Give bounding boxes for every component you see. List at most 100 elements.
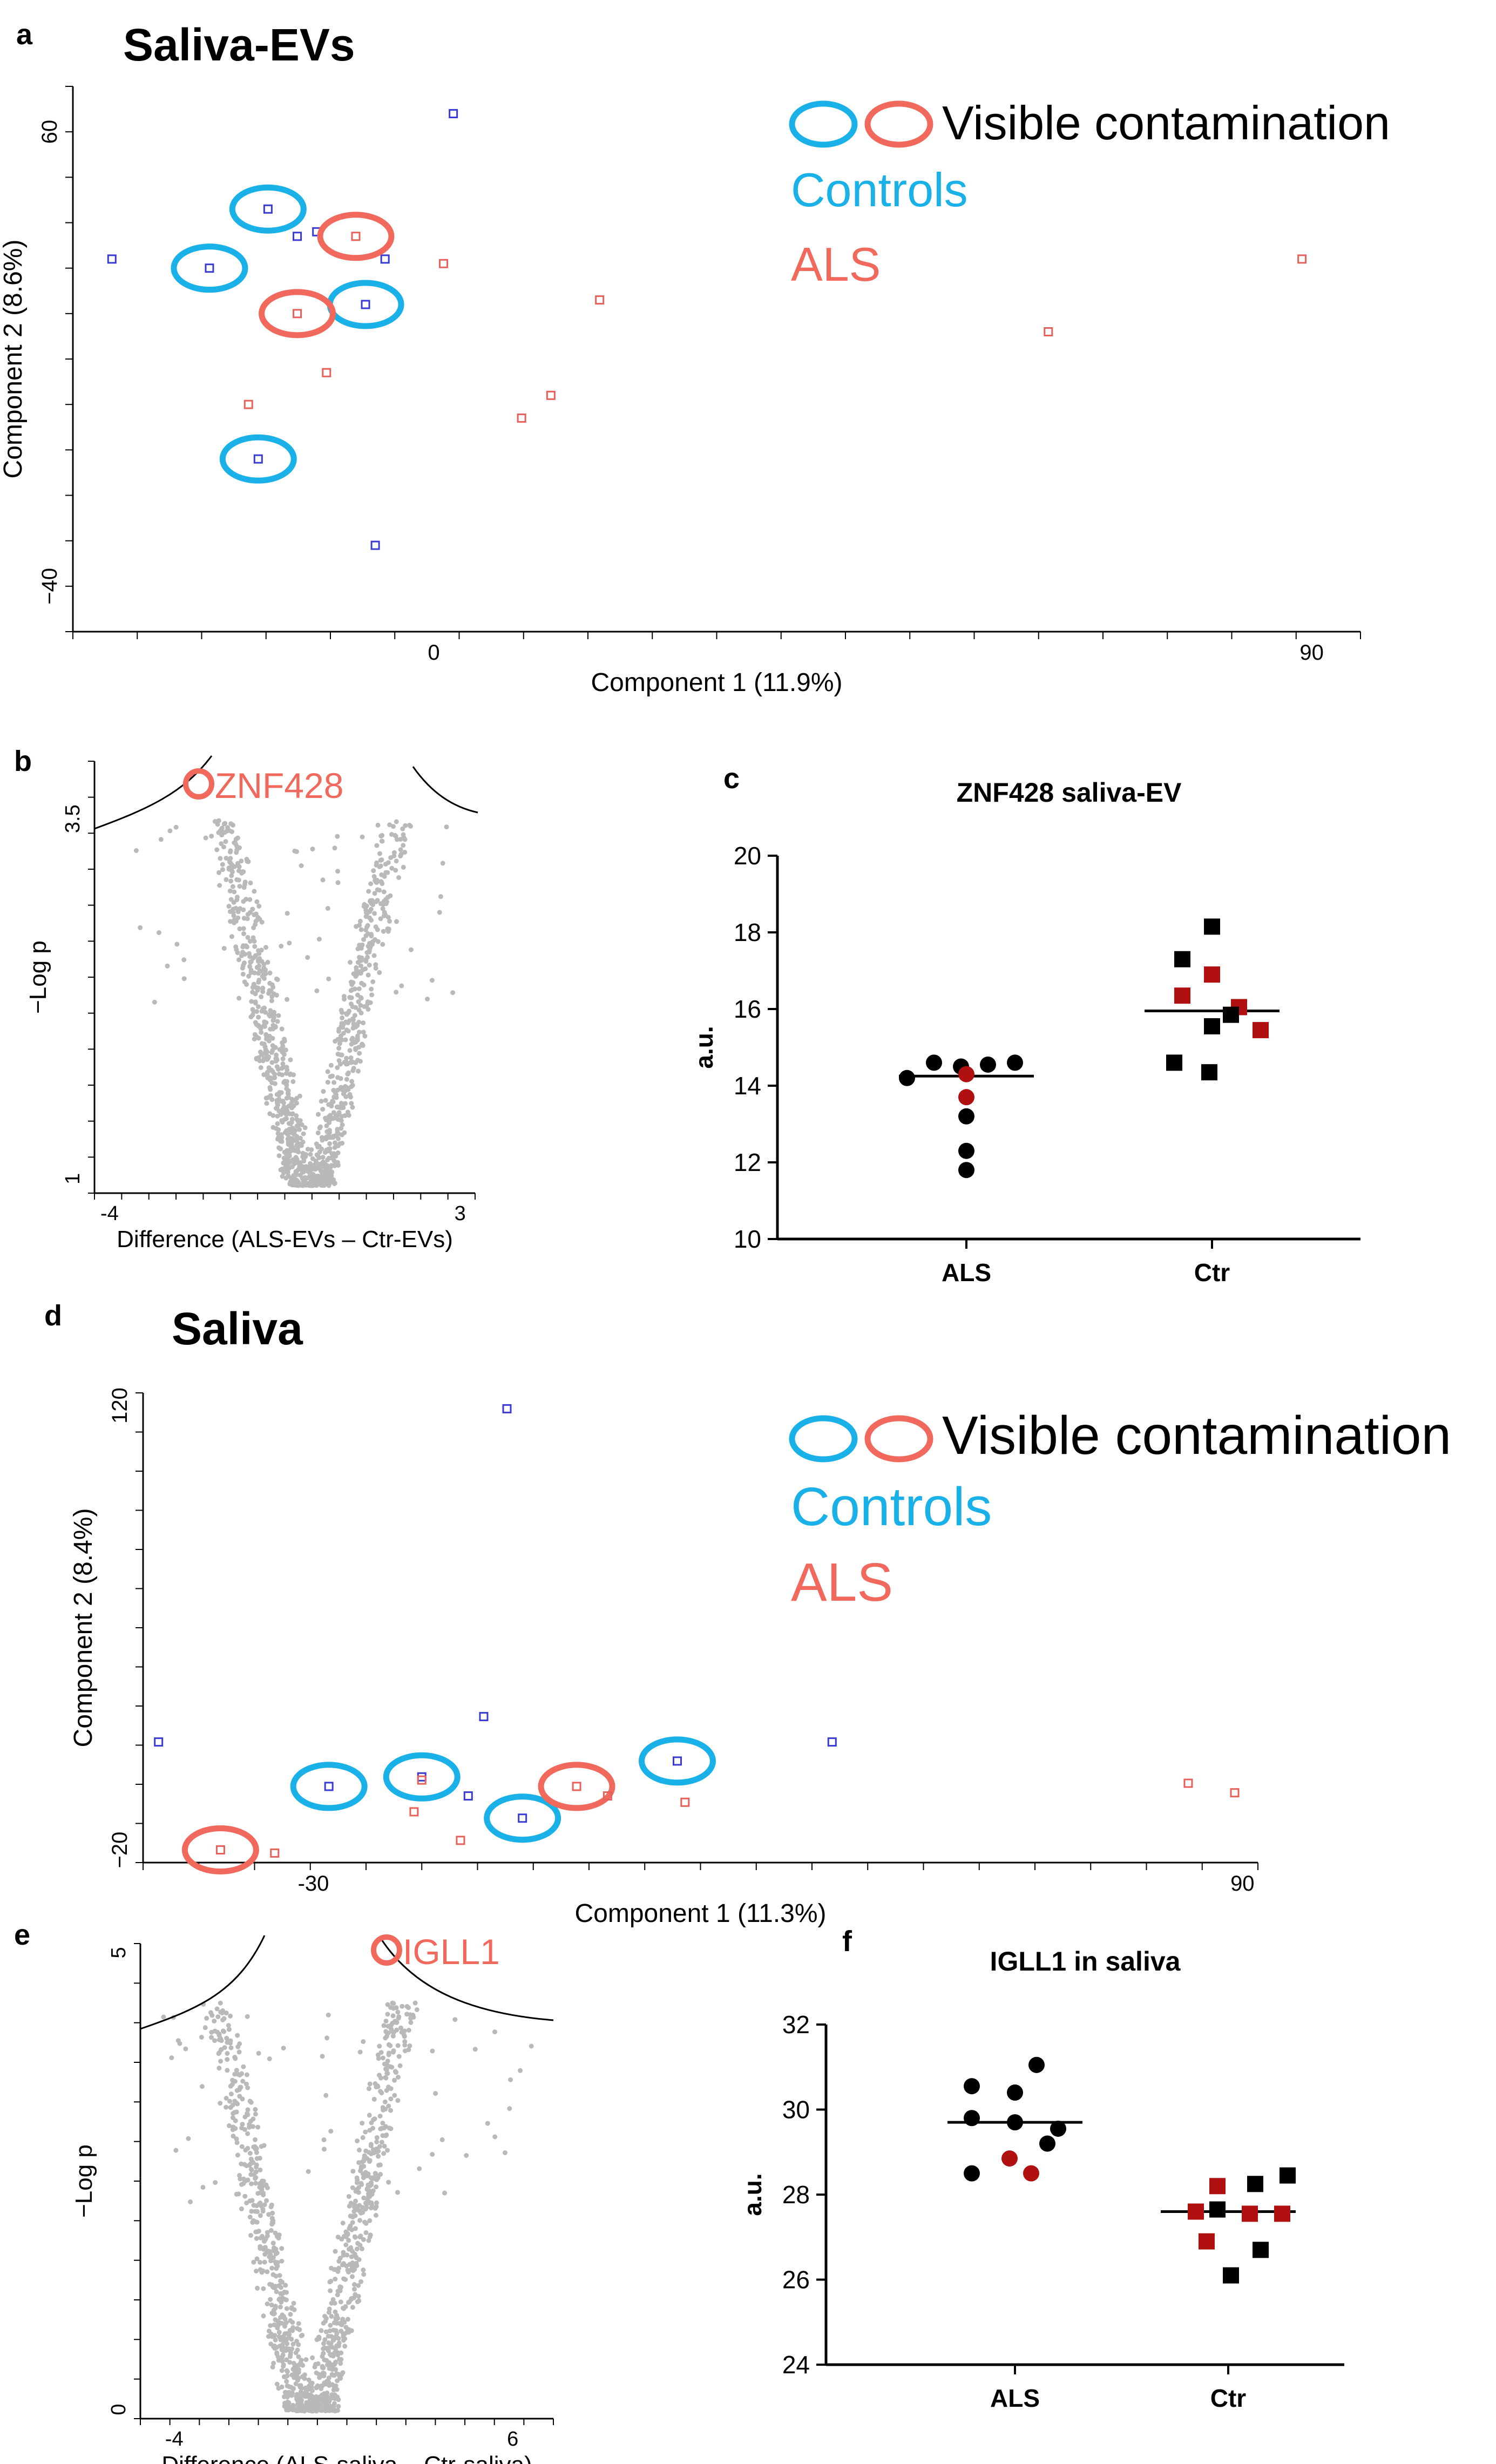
control-ring-icon bbox=[789, 100, 858, 148]
volcano-point bbox=[358, 1010, 364, 1016]
volcano-point bbox=[429, 978, 435, 983]
volcano-point bbox=[260, 969, 266, 974]
volcano-point bbox=[351, 2282, 357, 2287]
volcano-point bbox=[239, 953, 244, 958]
control-point bbox=[107, 254, 117, 264]
volcano-point bbox=[375, 822, 381, 828]
volcano-point bbox=[203, 835, 208, 841]
volcano-point bbox=[367, 963, 372, 968]
volcano-point bbox=[333, 1161, 338, 1167]
volcano-point bbox=[343, 2277, 348, 2282]
volcano-point bbox=[215, 2014, 221, 2020]
volcano-point bbox=[337, 2285, 343, 2291]
volcano-point bbox=[244, 982, 249, 987]
volcano-point bbox=[339, 1007, 344, 1013]
volcano-point bbox=[229, 873, 234, 878]
volcano-point bbox=[400, 826, 405, 831]
volcano-point bbox=[319, 1146, 324, 1152]
volcano-point bbox=[232, 2072, 238, 2077]
volcano-point bbox=[245, 2014, 250, 2019]
volcano-point bbox=[332, 1181, 337, 1186]
volcano-point bbox=[351, 2286, 357, 2292]
volcano-point bbox=[389, 832, 394, 837]
volcano-point bbox=[221, 821, 227, 827]
legend: Visible contamination Controls ALS bbox=[789, 1405, 1451, 1613]
control-point bbox=[672, 1756, 682, 1766]
volcano-point bbox=[310, 2355, 315, 2360]
data-point bbox=[964, 2110, 980, 2127]
volcano-point bbox=[260, 1006, 266, 1011]
volcano-point bbox=[265, 2248, 270, 2253]
volcano-point bbox=[266, 1095, 270, 1100]
y-tick-label: 3.5 bbox=[62, 804, 84, 833]
volcano-point bbox=[368, 2143, 374, 2148]
data-point bbox=[1007, 2114, 1023, 2131]
volcano-point bbox=[243, 2081, 249, 2087]
volcano-point bbox=[288, 1144, 294, 1149]
volcano-point bbox=[245, 859, 250, 864]
volcano-point bbox=[314, 2385, 319, 2391]
volcano-point bbox=[275, 1019, 280, 1024]
volcano-point bbox=[276, 2330, 282, 2335]
volcano-point bbox=[336, 1046, 342, 1051]
volcano-point bbox=[281, 1155, 287, 1161]
volcano-point bbox=[336, 1028, 341, 1034]
volcano-point bbox=[306, 2377, 312, 2382]
volcano-point bbox=[344, 1012, 349, 1017]
x-tick-label: 90 bbox=[1299, 641, 1324, 665]
volcano-point bbox=[331, 2320, 337, 2325]
als-point bbox=[270, 1848, 280, 1858]
volcano-point bbox=[277, 2320, 282, 2325]
volcano-point bbox=[402, 2039, 408, 2044]
legend-contamination-label: Visible contamination bbox=[942, 96, 1390, 150]
volcano-point bbox=[216, 870, 221, 875]
volcano-point bbox=[363, 2129, 368, 2135]
volcano-point bbox=[334, 1092, 339, 1098]
volcano-point bbox=[259, 994, 264, 999]
volcano-point bbox=[212, 819, 218, 824]
volcano-point bbox=[326, 976, 331, 981]
volcano-point bbox=[339, 1114, 344, 1119]
volcano-point bbox=[367, 2081, 373, 2087]
volcano-point bbox=[280, 1044, 286, 1049]
volcano-point bbox=[226, 904, 232, 909]
volcano-point bbox=[278, 1167, 283, 1173]
volcano-point bbox=[335, 2292, 340, 2298]
volcano-point bbox=[384, 2034, 389, 2039]
volcano-point bbox=[366, 889, 371, 894]
volcano-point bbox=[316, 2334, 322, 2340]
volcano-point bbox=[354, 972, 360, 978]
volcano-point bbox=[303, 1152, 308, 1157]
volcano-point bbox=[228, 2091, 234, 2097]
volcano-point bbox=[350, 980, 356, 985]
volcano-point bbox=[376, 2154, 381, 2159]
volcano-point bbox=[224, 2035, 229, 2041]
volcano-point bbox=[256, 1014, 261, 1020]
volcano-point bbox=[331, 2407, 337, 2413]
volcano-point bbox=[344, 2252, 350, 2258]
volcano-point bbox=[529, 2043, 534, 2049]
volcano-point bbox=[279, 2291, 285, 2297]
volcano-point bbox=[367, 2159, 372, 2164]
volcano-point bbox=[183, 2046, 188, 2052]
volcano-point bbox=[321, 2399, 327, 2404]
volcano-point bbox=[297, 1173, 303, 1178]
volcano-point bbox=[306, 2169, 311, 2174]
volcano-point bbox=[214, 847, 220, 852]
volcano-point bbox=[335, 2316, 341, 2321]
volcano-point bbox=[350, 987, 355, 992]
volcano-point bbox=[362, 2153, 367, 2158]
volcano-point bbox=[231, 2134, 236, 2139]
volcano-point bbox=[381, 929, 386, 934]
volcano-point bbox=[290, 2320, 295, 2325]
volcano-point bbox=[293, 1180, 299, 1185]
volcano-point bbox=[365, 923, 370, 928]
als-ring-icon bbox=[864, 100, 933, 148]
volcano-point bbox=[363, 966, 368, 971]
volcano-point bbox=[251, 935, 256, 940]
volcano-point bbox=[283, 2283, 288, 2288]
volcano-point bbox=[320, 1107, 326, 1112]
als-point bbox=[572, 1782, 581, 1791]
volcano-point bbox=[299, 2398, 304, 2403]
